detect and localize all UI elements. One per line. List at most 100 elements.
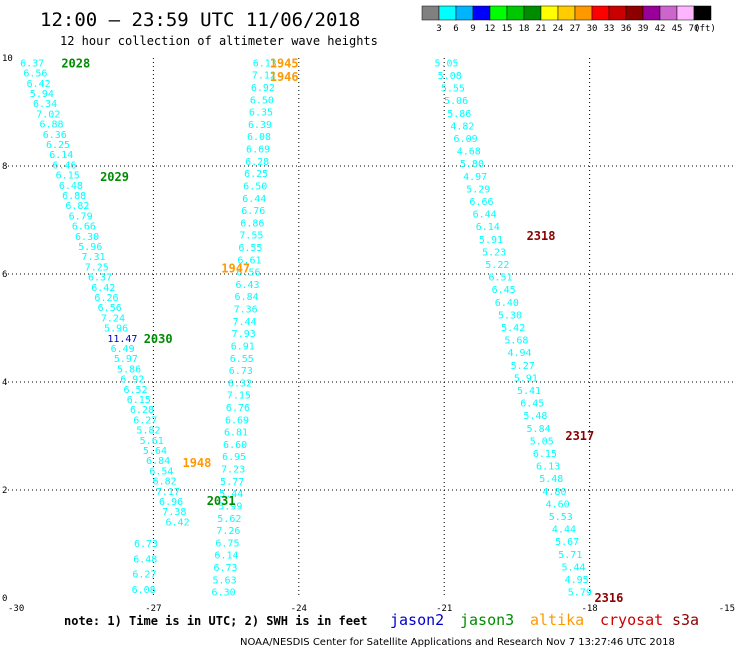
wave-height-value: 4.95 [565,575,589,586]
legend-swatch [523,5,542,21]
wave-height-value: 6.27 [133,415,157,426]
legend-swatch [557,5,576,21]
wave-height-value: 6.56 [98,303,122,314]
y-tick-label: 0 [2,594,7,604]
wave-height-value: 6.73 [229,366,253,377]
wave-height-value: 6.73 [134,539,158,550]
wave-height-value: 5.55 [441,84,465,95]
wave-height-value: 6.37 [88,273,112,284]
wave-height-value: 6.69 [246,145,270,156]
wave-height-value: 6.44 [473,210,497,221]
wave-height-value: 5.84 [527,424,551,435]
y-tick-label: 10 [2,54,13,64]
wave-height-value: 6.66 [72,222,96,233]
wave-height-value: 6.86 [240,218,264,229]
chart-subtitle: 12 hour collection of altimeter wave hei… [60,34,378,48]
wave-height-value: 6.08 [247,132,271,143]
wave-height-value: 5.41 [517,386,541,397]
wave-height-value: 5.71 [558,550,582,561]
wave-height-value: 5.80 [460,159,484,170]
wave-height-value: 6.39 [248,120,272,131]
legend-tick-label: 33 [604,24,615,34]
wave-height-value: 6.14 [214,551,238,562]
wave-height-value: 5.68 [504,336,528,347]
satellite-name: s3a [672,611,699,629]
wave-height-value: 6.56 [23,69,47,80]
legend-tick-label: 45 [672,24,683,34]
wave-height-value: 4.44 [552,525,576,536]
wave-height-value: 7.38 [162,507,186,518]
wave-height-value: 6.50 [250,95,274,106]
wave-height-value: 6.84 [146,456,170,467]
wave-height-value: 6.61 [237,255,261,266]
legend-swatch [693,5,712,21]
satellite-name: jason2 [390,611,444,629]
wave-height-value: 4.82 [450,121,474,132]
wave-height-value: 5.86 [117,364,141,375]
wave-height-value: 6.75 [215,538,239,549]
wave-height-value: 5.94 [30,89,54,100]
wave-height-value: 6.79 [69,211,93,222]
legend-swatch [455,5,474,21]
wave-height-value: 5.44 [219,489,243,500]
wave-height-value: 5.96 [78,242,102,253]
wave-height-value: 6.15 [127,395,151,406]
wave-height-value: 7.55 [239,231,263,242]
wave-height-value: 6.84 [235,292,259,303]
wave-height-value: 6.28 [130,405,154,416]
wave-height-value: 5.62 [217,514,241,525]
legend-swatch [642,5,661,21]
pass-time-label: 2030 [144,332,173,346]
wave-height-value: 6.82 [153,477,177,488]
wave-height-value: 5.30 [498,310,522,321]
wave-height-value: 5.05 [435,58,459,69]
wave-height-value: 5.53 [549,512,573,523]
wave-height-value: 4.68 [457,147,481,158]
color-legend: 3 6 9 12 15 18 21 24 27 30 33 36 39 42 45 70(ft) [421,5,716,34]
wave-height-value: 5.91 [514,373,538,384]
wave-height-value: 6.40 [495,298,519,309]
pass-time-label: 2318 [527,229,556,243]
satellite-name: cryosat [600,611,663,629]
y-tick-label: 8 [2,162,7,172]
wave-height-value: 6.55 [238,243,262,254]
wave-height-values: 6.376.566.425.946.347.026.886.366.256.14… [20,58,592,598]
units-note: note: 1) Time is in UTC; 2) SWH is in fe… [64,614,367,628]
legend-swatch [676,5,695,21]
legend-tick-label: 9 [470,24,475,34]
wave-height-value: 7.24 [101,313,125,324]
wave-height-value: 7.02 [36,109,60,120]
wave-height-value: 4.97 [463,172,487,183]
wave-height-value: 6.48 [59,181,83,192]
wave-height-value: 6.88 [40,120,64,131]
wave-height-value: 6.60 [223,440,247,451]
wave-height-value: 5.27 [511,361,535,372]
wave-height-value: 6.92 [251,83,275,94]
wave-height-value: 7.31 [82,252,106,263]
wave-height-value: 11.47 [107,334,137,345]
wave-height-value: 6.36 [43,130,67,141]
chart-title: 12:00 – 23:59 UTC 11/06/2018 [40,9,360,31]
wave-height-value: 6.25 [46,140,70,151]
wave-height-value: 6.14 [476,222,500,233]
y-tick-label: 6 [2,270,7,280]
pass-time-label: 2316 [594,591,623,605]
legend-swatch [625,5,644,21]
wave-height-value: 6.09 [454,134,478,145]
wave-height-value: 6.13 [536,462,560,473]
legend-swatch [489,5,508,21]
wave-height-value: 6.56 [236,268,260,279]
wave-height-value: 7.36 [234,305,258,316]
axes: -30 -27 -24 -21 -18 -15 0 2 4 6 8 10 [2,54,735,614]
x-tick-label: -27 [145,604,161,614]
wave-height-value: 7.44 [233,317,257,328]
wave-height-value: 6.30 [212,588,236,599]
wave-height-value: 5.97 [114,354,138,365]
wave-height-value: 5.06 [444,96,468,107]
pass-time-label: 1945 [270,56,299,70]
x-tick-label: -24 [291,604,307,614]
wave-height-value: 7.26 [216,526,240,537]
wave-height-value: 6.13 [253,58,277,69]
legend-tick-label: 15 [502,24,513,34]
